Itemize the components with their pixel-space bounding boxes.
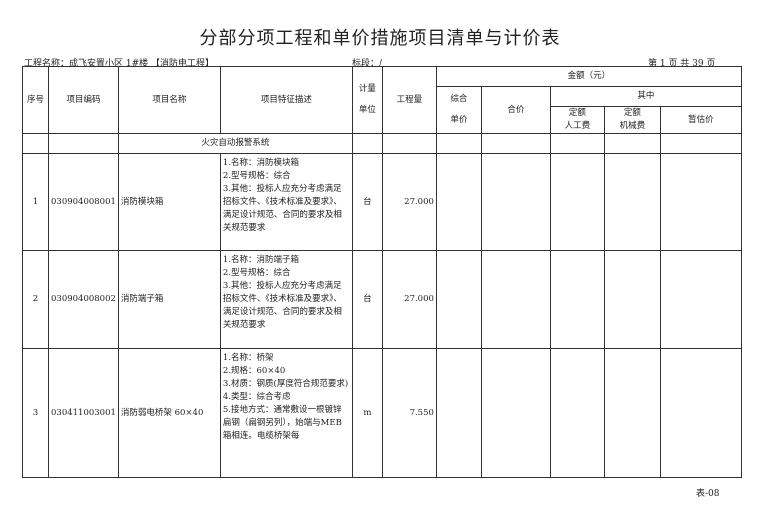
row-labor	[549, 250, 605, 349]
row-machine	[603, 250, 661, 349]
row-qty: 27.000	[381, 153, 437, 251]
header-machine-line2: 机械费	[619, 121, 646, 131]
row-total	[480, 153, 551, 251]
header-labor: 定额 人工费	[549, 106, 605, 134]
row-name: 消防模块箱	[117, 153, 221, 251]
row-code: 030904008002	[48, 250, 119, 349]
table-row: 2 030904008002 消防端子箱 1.名称：消防端子箱 2.型号规格：综合 3.其…	[22, 250, 742, 349]
row-machine	[603, 153, 661, 251]
header-seq: 序号	[22, 66, 49, 134]
row-seq: 2	[22, 250, 49, 349]
row-code: 030904008001	[48, 153, 119, 251]
desc-line: 1.名称：消防端子箱	[222, 255, 300, 265]
page-number: 第 1 页 共 39 页	[648, 59, 716, 69]
header-amount: 金额（元）	[435, 66, 742, 87]
row-qty: 27.000	[381, 250, 437, 349]
row-unit-price	[435, 348, 482, 478]
header-qty: 工程量	[381, 66, 437, 134]
desc-line: 3.材质：钢质(厚度符合规范要求)	[222, 379, 349, 389]
row-total	[480, 348, 551, 478]
row-unit-price	[435, 153, 482, 251]
desc-line: 5.接地方式：通常敷设一根镀锌扁钢（扁钢另列），始端与MEB箱相连。电缆桥架每	[222, 405, 342, 441]
bill-table: 序号 项目编码 项目名称 项目特征描述 计量 单位 工程量 金额（元） 综合 单价 …	[22, 66, 742, 478]
desc-line: 4.类型：综合考虑	[222, 392, 291, 402]
header-labor-line2: 人工费	[564, 121, 591, 131]
table-row: 1 030904008001 消防模块箱 1.名称：消防模块箱 2.型号规格：综合 3.其…	[22, 153, 742, 251]
header-unit-price-line2: 单价	[450, 115, 468, 125]
header-provisional: 暂估价	[659, 106, 742, 134]
desc-line: 2.型号规格：综合	[222, 268, 291, 278]
row-qty: 7.550	[381, 348, 437, 478]
desc-line: 3.其他：投标人应充分考虑满足招标文件、《技术标准及要求》、满足设计规范、合同的…	[222, 281, 342, 330]
header-total: 合价	[480, 86, 551, 134]
row-desc: 1.名称：消防端子箱 2.型号规格：综合 3.其他：投标人应充分考虑满足招标文件、《…	[219, 250, 353, 349]
form-number: 表-08	[696, 489, 720, 499]
header-unit-line1: 计量	[358, 84, 376, 94]
header-unit-price: 综合 单价	[435, 86, 482, 134]
header-labor-line1: 定额	[568, 108, 586, 118]
header-machine: 定额 机械费	[603, 106, 661, 134]
desc-line: 1.名称：桥架	[222, 353, 274, 363]
row-machine	[603, 348, 661, 478]
header-name: 项目名称	[117, 66, 221, 134]
row-code: 030411003001	[48, 348, 119, 478]
row-total	[480, 250, 551, 349]
row-labor	[549, 348, 605, 478]
row-labor	[549, 153, 605, 251]
header-unit-line2: 单位	[358, 105, 376, 115]
row-seq: 1	[22, 153, 49, 251]
row-desc: 1.名称：桥架 2.规格：60×40 3.材质：钢质(厚度符合规范要求) 4.类型：综…	[219, 348, 353, 478]
desc-line: 2.规格：60×40	[222, 366, 286, 376]
table-row: 3 030411003001 消防弱电桥架 60×40 1.名称：桥架 2.规格：60×…	[22, 348, 742, 478]
desc-line: 3.其他：投标人应充分考虑满足招标文件、《技术标准及要求》、满足设计规范、合同的…	[222, 184, 342, 233]
row-seq: 3	[22, 348, 49, 478]
project-name: 工程名称：成飞安置小区 1#楼 【消防电工程】	[24, 59, 214, 69]
row-provisional	[659, 250, 742, 349]
header-machine-line1: 定额	[623, 108, 641, 118]
row-unit: m	[351, 348, 383, 478]
section-title: 火灾自动报警系统	[117, 133, 353, 154]
row-name: 消防弱电桥架 60×40	[117, 348, 221, 478]
row-provisional	[659, 348, 742, 478]
header-code: 项目编码	[48, 66, 119, 134]
header-of-which: 其中	[549, 86, 742, 107]
row-unit: 台	[351, 250, 383, 349]
desc-line: 2.型号规格：综合	[222, 171, 291, 181]
header-desc: 项目特征描述	[219, 66, 353, 134]
row-name: 消防端子箱	[117, 250, 221, 349]
header-unit: 计量 单位	[351, 66, 383, 134]
section-row: 火灾自动报警系统	[22, 133, 742, 154]
row-unit: 台	[351, 153, 383, 251]
desc-line: 1.名称：消防模块箱	[222, 158, 300, 168]
row-unit-price	[435, 250, 482, 349]
header-unit-price-line1: 综合	[450, 94, 468, 104]
row-desc: 1.名称：消防模块箱 2.型号规格：综合 3.其他：投标人应充分考虑满足招标文件、《…	[219, 153, 353, 251]
row-provisional	[659, 153, 742, 251]
section-label: 标段：/	[352, 59, 383, 69]
page-title: 分部分项工程和单价措施项目清单与计价表	[199, 28, 561, 49]
